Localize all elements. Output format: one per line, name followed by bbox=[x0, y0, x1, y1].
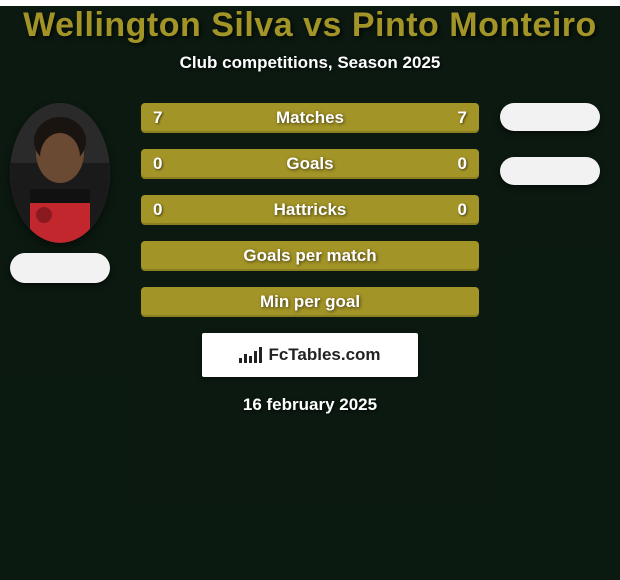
stat-left-value: 7 bbox=[153, 108, 177, 128]
page-subtitle: Club competitions, Season 2025 bbox=[0, 53, 620, 73]
stat-row-hattricks: 0 Hattricks 0 bbox=[141, 195, 479, 225]
infographic-container: Wellington Silva vs Pinto Monteiro Club … bbox=[0, 6, 620, 580]
stat-label: Min per goal bbox=[141, 292, 479, 312]
watermark: FcTables.com bbox=[239, 345, 380, 365]
stat-row-goals: 0 Goals 0 bbox=[141, 149, 479, 179]
stat-right-value: 0 bbox=[443, 200, 467, 220]
stat-right-value: 0 bbox=[443, 154, 467, 174]
stat-right-value: 7 bbox=[443, 108, 467, 128]
avatar-photo-icon bbox=[10, 103, 110, 243]
stat-label: Goals bbox=[141, 154, 479, 174]
stat-row-min-per-goal: Min per goal bbox=[141, 287, 479, 317]
stats-table: 7 Matches 7 0 Goals 0 0 Hattricks 0 Goal… bbox=[141, 103, 479, 317]
player-right-name-pill bbox=[500, 157, 600, 185]
player-left-column bbox=[10, 103, 110, 283]
page-title: Wellington Silva vs Pinto Monteiro bbox=[0, 6, 620, 45]
watermark-box: FcTables.com bbox=[202, 333, 418, 377]
player-right-column bbox=[500, 103, 600, 185]
stat-row-matches: 7 Matches 7 bbox=[141, 103, 479, 133]
watermark-text: FcTables.com bbox=[268, 345, 380, 365]
comparison-arena: 7 Matches 7 0 Goals 0 0 Hattricks 0 Goal… bbox=[0, 103, 620, 415]
stat-label: Matches bbox=[141, 108, 479, 128]
stat-label: Hattricks bbox=[141, 200, 479, 220]
player-left-name-pill bbox=[10, 253, 110, 283]
stat-label: Goals per match bbox=[141, 246, 479, 266]
bar-chart-icon bbox=[239, 347, 262, 363]
player-left-avatar bbox=[10, 103, 110, 243]
date-text: 16 february 2025 bbox=[0, 395, 620, 415]
stat-row-goals-per-match: Goals per match bbox=[141, 241, 479, 271]
player-right-avatar-pill bbox=[500, 103, 600, 131]
stat-left-value: 0 bbox=[153, 154, 177, 174]
stat-left-value: 0 bbox=[153, 200, 177, 220]
